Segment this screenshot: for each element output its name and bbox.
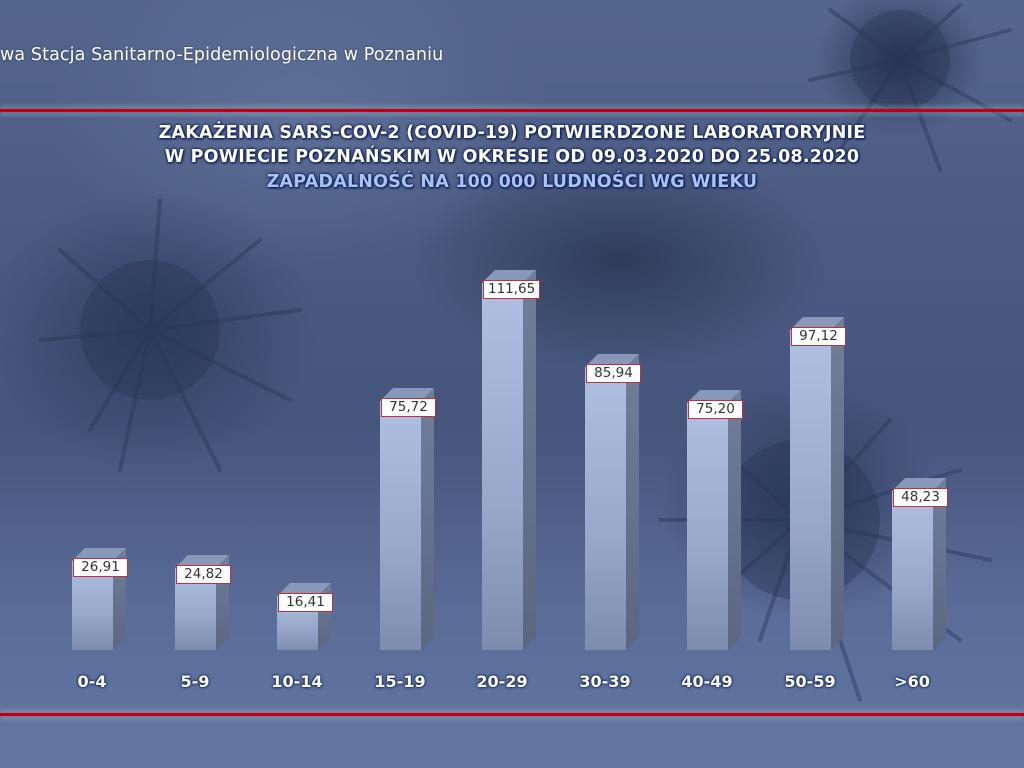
chart-title-line-2: W POWIECIE POZNAŃSKIM W OKRESIE OD 09.03… xyxy=(164,147,860,167)
bar-3d-shape xyxy=(585,354,639,650)
category-label: 0-4 xyxy=(77,672,107,691)
value-label: 75,20 xyxy=(688,400,743,419)
chart-title-line-1: ZAKAŻENIA SARS-COV-2 (COVID-19) POTWIERD… xyxy=(158,123,866,143)
category-label: 15-19 xyxy=(374,672,426,691)
bar-over-60 xyxy=(892,478,946,650)
bar-3d-shape xyxy=(687,390,741,650)
bar-15-19 xyxy=(380,388,434,650)
value-label: 75,72 xyxy=(381,398,436,417)
category-label: 5-9 xyxy=(180,672,210,691)
bar-3d-shape xyxy=(380,388,434,650)
bar-50-59 xyxy=(790,317,844,650)
bar-3d-shape xyxy=(790,317,844,650)
category-label: 50-59 xyxy=(784,672,836,691)
category-label: 40-49 xyxy=(681,672,733,691)
chart-subtitle: ZAPADALNOŚĆ NA 100 000 LUDNOŚCI WG WIEKU xyxy=(266,172,758,192)
bar-3d-shape xyxy=(892,478,946,650)
bottom-divider-line xyxy=(0,713,1024,716)
value-label: 26,91 xyxy=(73,558,128,577)
bar-40-49 xyxy=(687,390,741,650)
bar-20-29 xyxy=(482,270,536,650)
bar-30-39 xyxy=(585,354,639,650)
category-label: >60 xyxy=(894,672,930,691)
bar-3d-shape xyxy=(482,270,536,650)
value-label: 16,41 xyxy=(278,593,333,612)
value-label: 48,23 xyxy=(893,488,948,507)
category-label: 10-14 xyxy=(271,672,323,691)
value-label: 85,94 xyxy=(586,364,641,383)
value-label: 24,82 xyxy=(176,565,231,584)
top-divider-line xyxy=(0,109,1024,112)
value-label: 111,65 xyxy=(483,280,541,299)
category-label: 20-29 xyxy=(476,672,528,691)
institution-name: wa Stacja Sanitarno-Epidemiologiczna w P… xyxy=(0,45,444,65)
value-label: 97,12 xyxy=(791,327,846,346)
category-label: 30-39 xyxy=(579,672,631,691)
